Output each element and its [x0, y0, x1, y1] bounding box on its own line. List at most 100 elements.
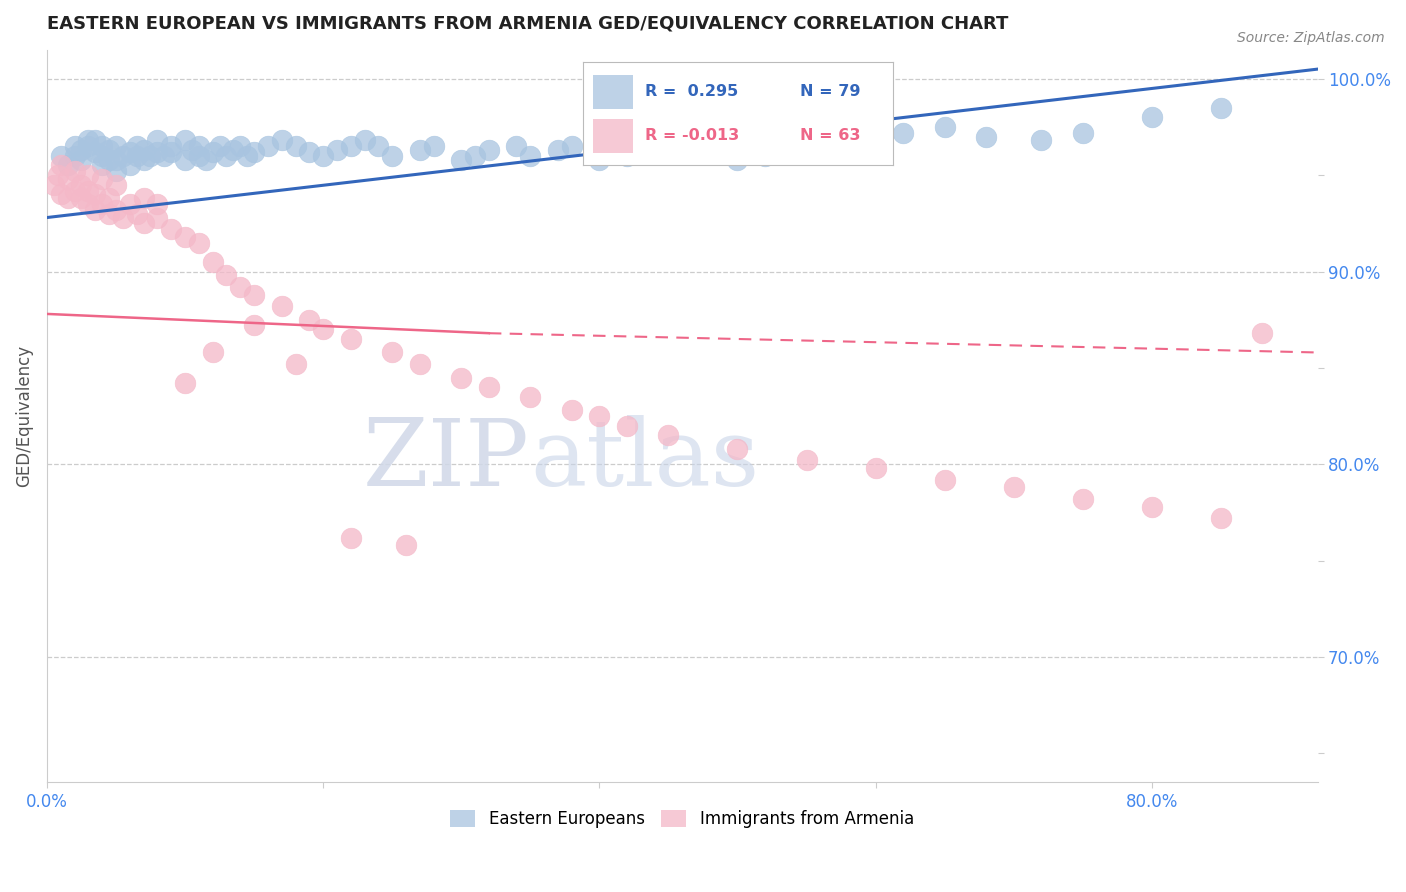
Point	[222, 143, 245, 157]
Point	[201, 255, 224, 269]
Point	[505, 139, 527, 153]
Point	[70, 178, 93, 192]
Point	[146, 133, 169, 147]
Point	[49, 149, 72, 163]
Point	[125, 207, 148, 221]
Point	[201, 345, 224, 359]
Point	[146, 145, 169, 159]
Point	[70, 143, 93, 157]
Point	[49, 159, 72, 173]
Point	[1209, 511, 1232, 525]
Point	[450, 153, 472, 167]
Bar	[593, 75, 633, 109]
Point	[395, 538, 418, 552]
Point	[118, 145, 141, 159]
Point	[187, 149, 209, 163]
Point	[891, 126, 914, 140]
Point	[339, 531, 361, 545]
Text: R = -0.013: R = -0.013	[645, 128, 740, 144]
Point	[84, 187, 107, 202]
Point	[796, 453, 818, 467]
Point	[111, 211, 134, 225]
Point	[796, 143, 818, 157]
Point	[104, 202, 127, 217]
Point	[727, 442, 749, 456]
Point	[104, 139, 127, 153]
Text: N = 63: N = 63	[800, 128, 860, 144]
Point	[588, 409, 610, 423]
Point	[91, 139, 114, 153]
Text: ZIP: ZIP	[363, 415, 530, 505]
Point	[298, 145, 321, 159]
Point	[865, 461, 887, 475]
Point	[699, 133, 721, 147]
Point	[367, 139, 389, 153]
Text: R =  0.295: R = 0.295	[645, 84, 738, 99]
Point	[270, 299, 292, 313]
Point	[353, 133, 375, 147]
Point	[236, 149, 259, 163]
Point	[381, 149, 404, 163]
Legend: Eastern Europeans, Immigrants from Armenia: Eastern Europeans, Immigrants from Armen…	[441, 801, 922, 837]
Point	[450, 370, 472, 384]
Point	[243, 287, 266, 301]
Text: atlas: atlas	[530, 415, 759, 505]
Point	[243, 318, 266, 333]
Point	[146, 197, 169, 211]
Point	[49, 187, 72, 202]
Point	[1071, 126, 1094, 140]
Text: Source: ZipAtlas.com: Source: ZipAtlas.com	[1237, 31, 1385, 45]
Point	[561, 403, 583, 417]
Point	[98, 143, 121, 157]
Point	[84, 202, 107, 217]
Text: N = 79: N = 79	[800, 84, 860, 99]
Point	[270, 133, 292, 147]
Point	[132, 153, 155, 167]
Point	[104, 164, 127, 178]
Point	[229, 139, 252, 153]
Text: EASTERN EUROPEAN VS IMMIGRANTS FROM ARMENIA GED/EQUIVALENCY CORRELATION CHART: EASTERN EUROPEAN VS IMMIGRANTS FROM ARME…	[46, 15, 1008, 33]
Point	[63, 164, 86, 178]
Point	[837, 139, 859, 153]
Point	[422, 139, 444, 153]
Point	[98, 153, 121, 167]
Point	[208, 139, 231, 153]
Point	[1031, 133, 1053, 147]
Point	[409, 357, 432, 371]
Point	[478, 143, 501, 157]
Point	[63, 139, 86, 153]
Point	[339, 139, 361, 153]
Point	[132, 143, 155, 157]
Point	[312, 322, 335, 336]
Point	[409, 143, 432, 157]
Point	[160, 145, 183, 159]
Point	[616, 149, 638, 163]
Point	[70, 153, 93, 167]
Point	[98, 207, 121, 221]
Point	[104, 153, 127, 167]
Point	[77, 139, 100, 153]
Point	[91, 159, 114, 173]
Point	[381, 345, 404, 359]
Point	[1140, 111, 1163, 125]
Point	[77, 168, 100, 182]
Point	[77, 184, 100, 198]
Point	[519, 149, 541, 163]
Point	[974, 129, 997, 144]
Point	[561, 139, 583, 153]
Point	[194, 153, 217, 167]
Point	[616, 418, 638, 433]
Point	[111, 149, 134, 163]
Point	[284, 139, 307, 153]
Point	[547, 143, 569, 157]
Point	[42, 178, 65, 192]
Point	[132, 191, 155, 205]
Point	[118, 197, 141, 211]
Point	[180, 143, 202, 157]
Point	[56, 159, 79, 173]
Point	[215, 149, 238, 163]
Point	[657, 428, 679, 442]
Point	[160, 222, 183, 236]
Point	[174, 376, 197, 391]
Point	[1140, 500, 1163, 514]
